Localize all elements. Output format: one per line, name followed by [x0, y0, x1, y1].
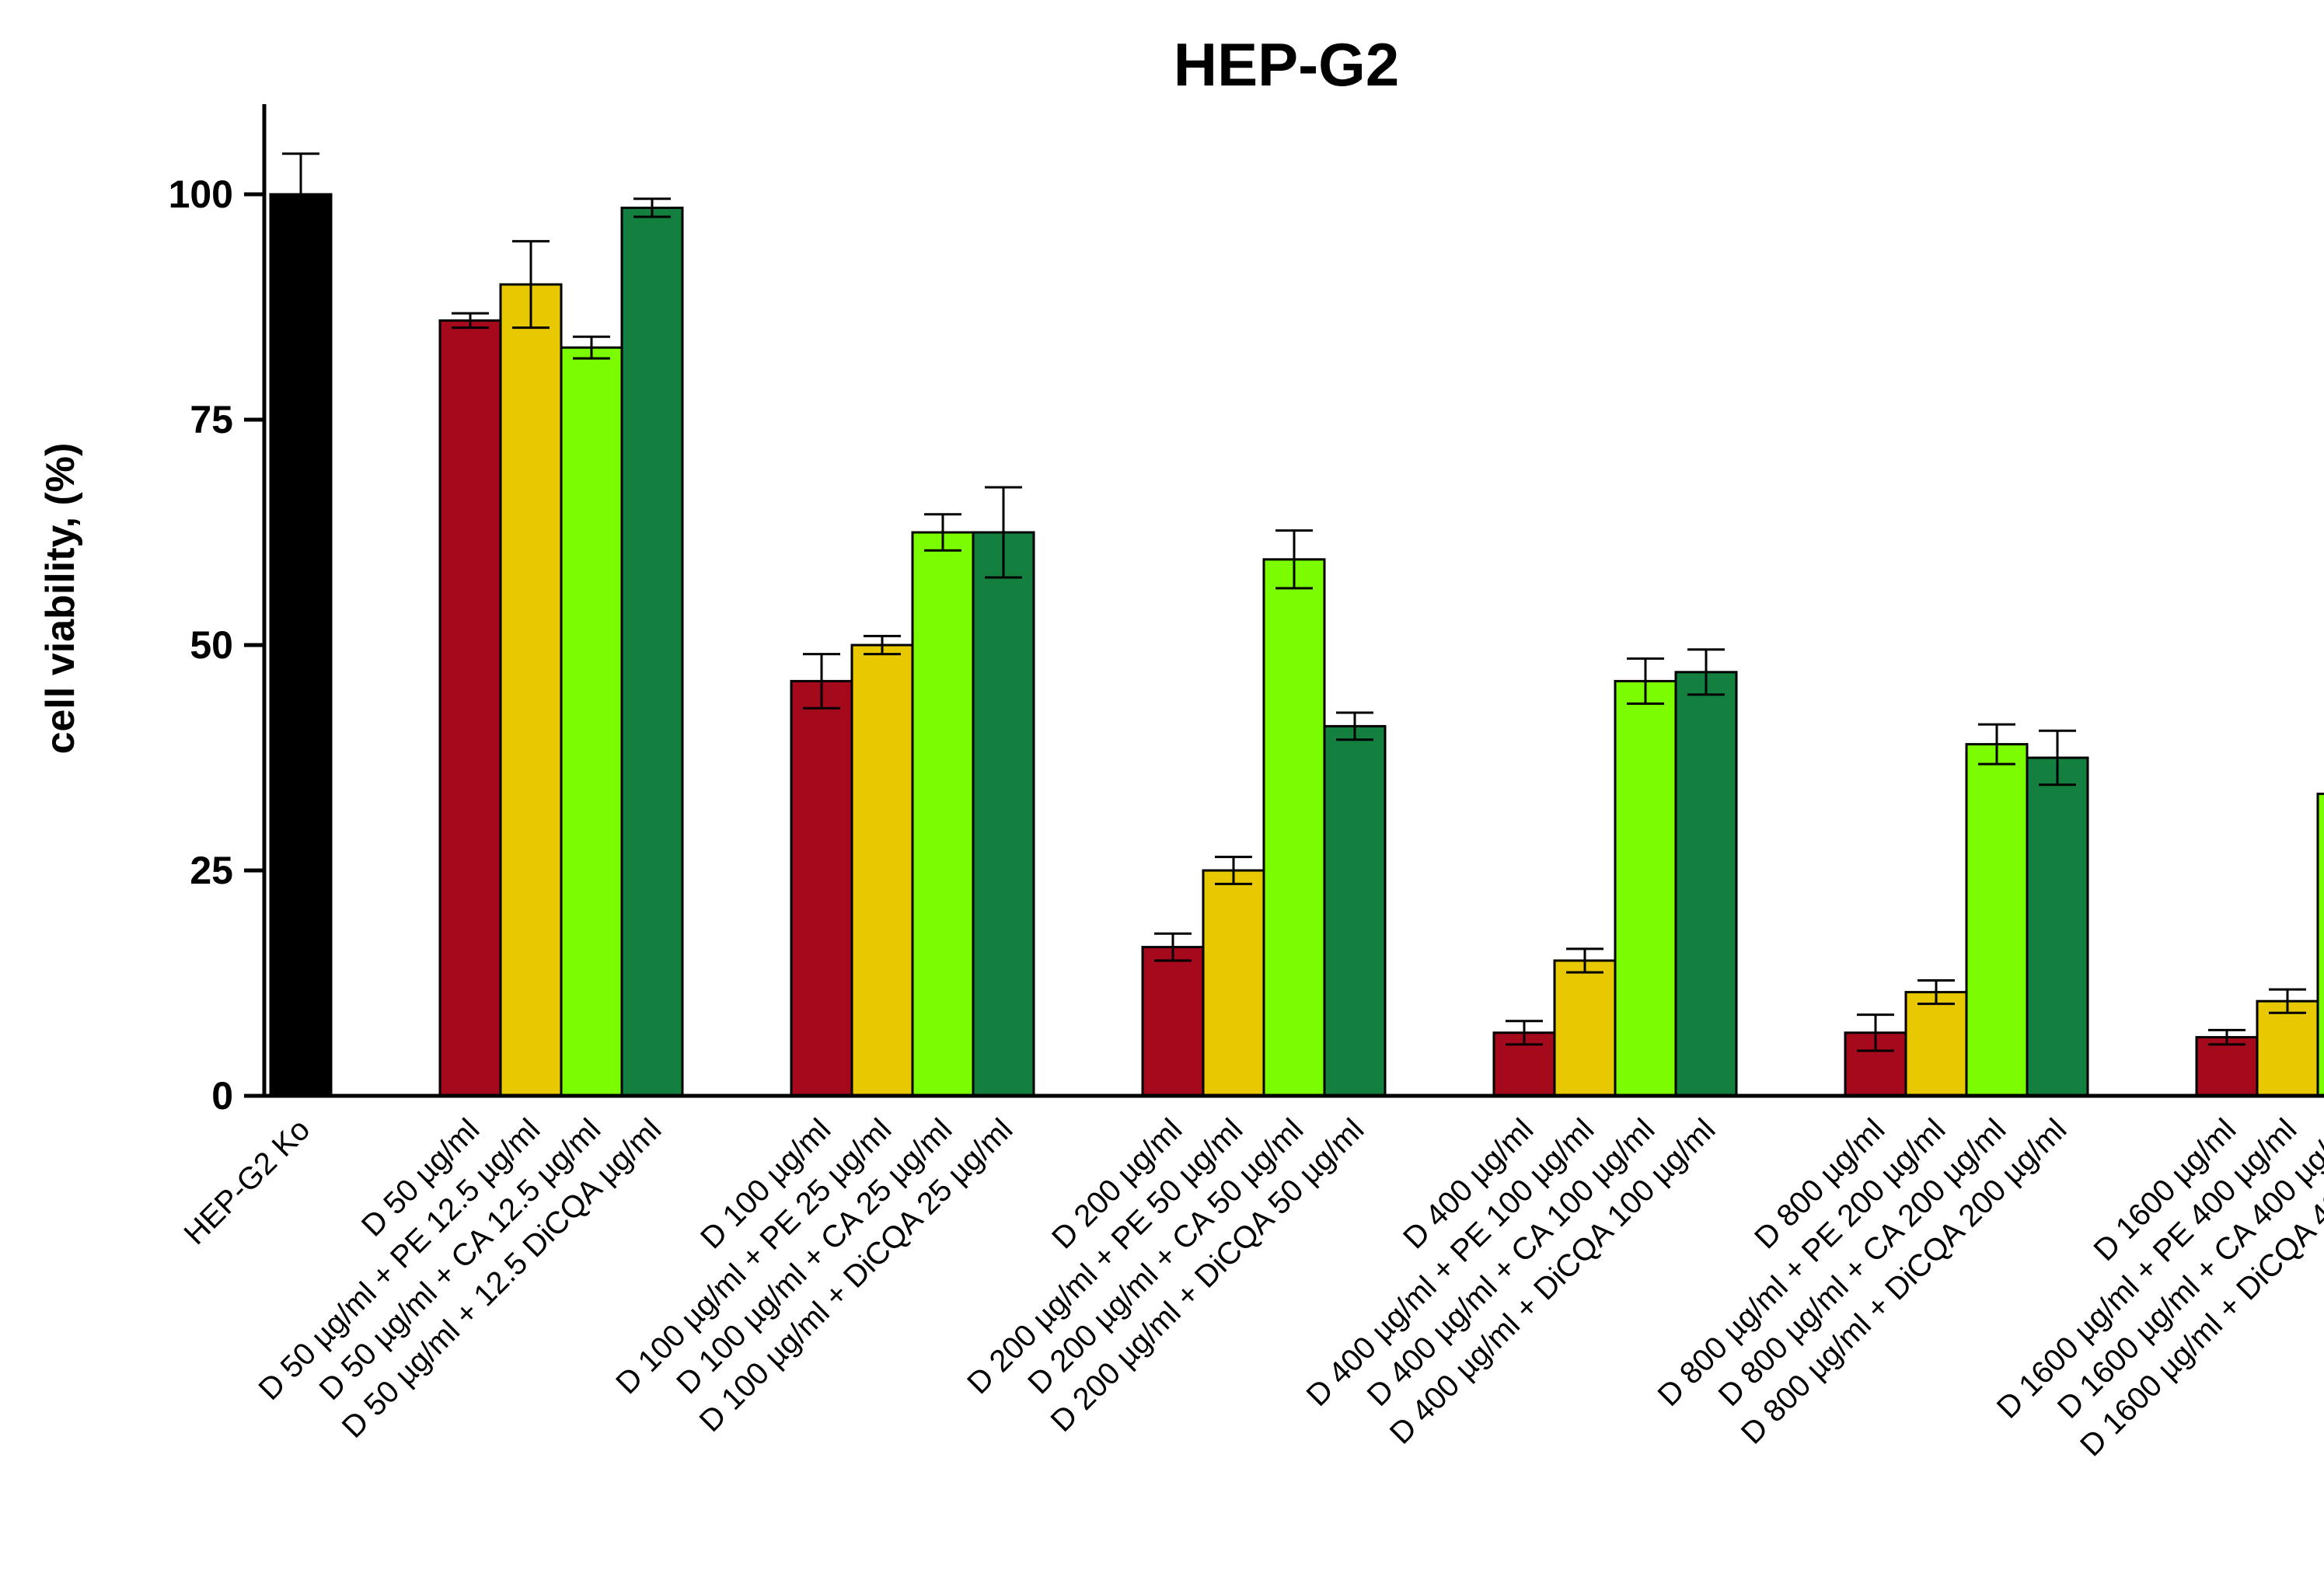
bar-d-50-ug-ml: [438, 319, 502, 1097]
error-bar-d-400-ug-ml-ca-100-ug-ml: [1627, 657, 1664, 705]
bar-d-400-ug-ml-dicqa-100-ug-ml: [1674, 671, 1738, 1097]
y-axis-ticks: 0 25 50 75 100: [169, 173, 264, 1118]
error-bar-d-50-ug-ml-ca-12-5-ug-ml: [573, 335, 610, 360]
error-bar-d-200-ug-ml: [1154, 932, 1192, 962]
bar-d-100-ug-ml-dicqa-25-ug-ml: [972, 531, 1035, 1097]
bar-d-800-ug-ml-dicqa-200-ug-ml: [2026, 756, 2089, 1097]
error-bar-d-400-ug-ml-dicqa-100-ug-ml: [1687, 648, 1725, 696]
y-tick-label: 100: [169, 173, 233, 216]
y-tick-label: 50: [190, 623, 233, 667]
error-bar-d-1600-ug-ml: [2208, 1028, 2245, 1046]
bar-d-200-ug-ml-dicqa-50-ug-ml: [1323, 724, 1387, 1097]
error-bar-d-800-ug-ml-ca-200-ug-ml: [1978, 723, 2015, 766]
bar-d-800-ug-ml-ca-200-ug-ml: [1965, 743, 2029, 1097]
y-tick-label: 0: [211, 1074, 233, 1118]
error-bar-d-100-ug-ml: [803, 653, 840, 710]
y-tick-label: 25: [190, 849, 233, 892]
error-bar-d-50-ug-ml-pe-12-5-ug-ml: [512, 239, 550, 330]
error-bar-d-400-ug-ml-pe-100-ug-ml: [1566, 947, 1603, 974]
bar-d-1600-ug-ml: [2195, 1036, 2259, 1097]
error-bar-d-800-ug-ml: [1857, 1013, 1894, 1052]
error-bar-d-50-ug-ml-12-5-dicqa-ug-ml: [633, 197, 671, 218]
bar-d-800-ug-ml-pe-200-ug-ml: [1904, 991, 1968, 1097]
error-bar-d-200-ug-ml-dicqa-50-ug-ml: [1336, 711, 1373, 741]
bar-d-50-ug-ml-ca-12-5-ug-ml: [560, 346, 623, 1097]
bar-d-200-ug-ml-ca-50-ug-ml: [1262, 558, 1326, 1097]
y-tick-label: 75: [190, 398, 233, 441]
chart-title: HEP-G2: [1174, 30, 1399, 99]
error-bar-d-800-ug-ml-dicqa-200-ug-ml: [2039, 729, 2076, 787]
bar-hep-g2-ko: [269, 193, 333, 1097]
error-bar-hep-g2-ko: [282, 152, 319, 236]
error-bars-layer: [282, 152, 2306, 1052]
x-tick-label: HEP-G2 Ko: [177, 1112, 316, 1251]
bar-d-1600-ug-ml-pe-400-ug-ml: [2256, 999, 2319, 1097]
bars-layer: [269, 193, 2324, 1097]
bar-d-200-ug-ml: [1141, 946, 1205, 1097]
bar-d-400-ug-ml-pe-100-ug-ml: [1553, 959, 1617, 1097]
y-axis-label: cell viability, (%): [38, 443, 83, 755]
error-bar-d-800-ug-ml-pe-200-ug-ml: [1917, 979, 1955, 1006]
bar-d-1600-ug-ml-ca-400-ug-ml: [2316, 792, 2324, 1097]
error-bar-d-400-ug-ml: [1506, 1020, 1543, 1046]
bar-d-400-ug-ml-ca-100-ug-ml: [1614, 679, 1677, 1097]
bar-d-100-ug-ml: [790, 679, 853, 1097]
error-bar-d-100-ug-ml-ca-25-ug-ml: [924, 513, 961, 552]
error-bar-d-100-ug-ml-pe-25-ug-ml: [864, 634, 901, 656]
x-axis-tick-labels: HEP-G2 Ko D 50 µg/mlD 50 µg/ml + PE 12.5 …: [177, 1112, 2324, 1463]
error-bar-d-1600-ug-ml-pe-400-ug-ml: [2269, 988, 2306, 1014]
error-bar-d-100-ug-ml-dicqa-25-ug-ml: [985, 486, 1022, 579]
error-bar-d-50-ug-ml: [452, 312, 489, 330]
bar-d-100-ug-ml-ca-25-ug-ml: [911, 531, 975, 1097]
bar-d-100-ug-ml-pe-25-ug-ml: [850, 644, 914, 1097]
bar-d-50-ug-ml-pe-12-5-ug-ml: [499, 283, 563, 1097]
error-bar-d-200-ug-ml-pe-50-ug-ml: [1215, 856, 1252, 885]
error-bar-d-200-ug-ml-ca-50-ug-ml: [1275, 529, 1313, 590]
bar-d-50-ug-ml-12-5-dicqa-ug-ml: [620, 206, 684, 1097]
bar-d-200-ug-ml-pe-50-ug-ml: [1202, 869, 1265, 1097]
